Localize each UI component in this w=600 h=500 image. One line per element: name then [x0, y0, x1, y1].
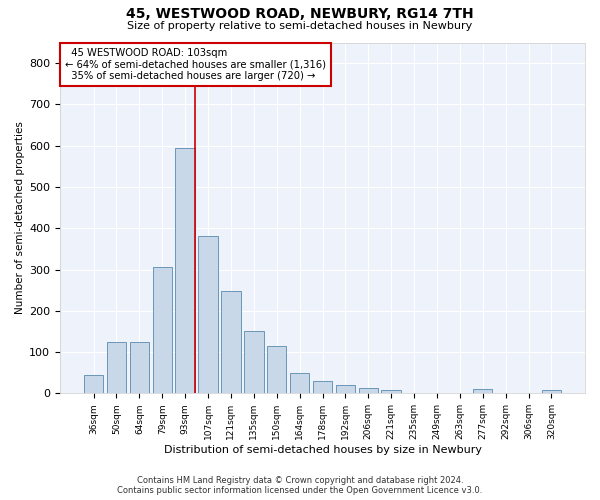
Text: 45, WESTWOOD ROAD, NEWBURY, RG14 7TH: 45, WESTWOOD ROAD, NEWBURY, RG14 7TH: [126, 8, 474, 22]
Bar: [313, 381, 332, 394]
Text: 45 WESTWOOD ROAD: 103sqm  
← 64% of semi-detached houses are smaller (1,316)
  3: 45 WESTWOOD ROAD: 103sqm ← 64% of semi-d…: [65, 48, 326, 81]
X-axis label: Distribution of semi-detached houses by size in Newbury: Distribution of semi-detached houses by …: [164, 445, 482, 455]
Bar: [199, 236, 218, 394]
Bar: [84, 375, 103, 394]
Bar: [290, 372, 310, 394]
Bar: [130, 342, 149, 394]
Y-axis label: Number of semi-detached properties: Number of semi-detached properties: [15, 122, 25, 314]
Bar: [335, 385, 355, 394]
Bar: [473, 389, 493, 394]
Bar: [152, 268, 172, 394]
Bar: [519, 392, 538, 394]
Bar: [427, 392, 446, 394]
Bar: [382, 390, 401, 394]
Bar: [175, 148, 195, 394]
Bar: [359, 388, 378, 394]
Bar: [542, 390, 561, 394]
Bar: [450, 392, 470, 394]
Bar: [404, 392, 424, 394]
Bar: [244, 330, 263, 394]
Bar: [107, 342, 126, 394]
Bar: [221, 291, 241, 394]
Text: Contains HM Land Registry data © Crown copyright and database right 2024.
Contai: Contains HM Land Registry data © Crown c…: [118, 476, 482, 495]
Text: Size of property relative to semi-detached houses in Newbury: Size of property relative to semi-detach…: [127, 21, 473, 31]
Bar: [267, 346, 286, 394]
Bar: [496, 392, 515, 394]
